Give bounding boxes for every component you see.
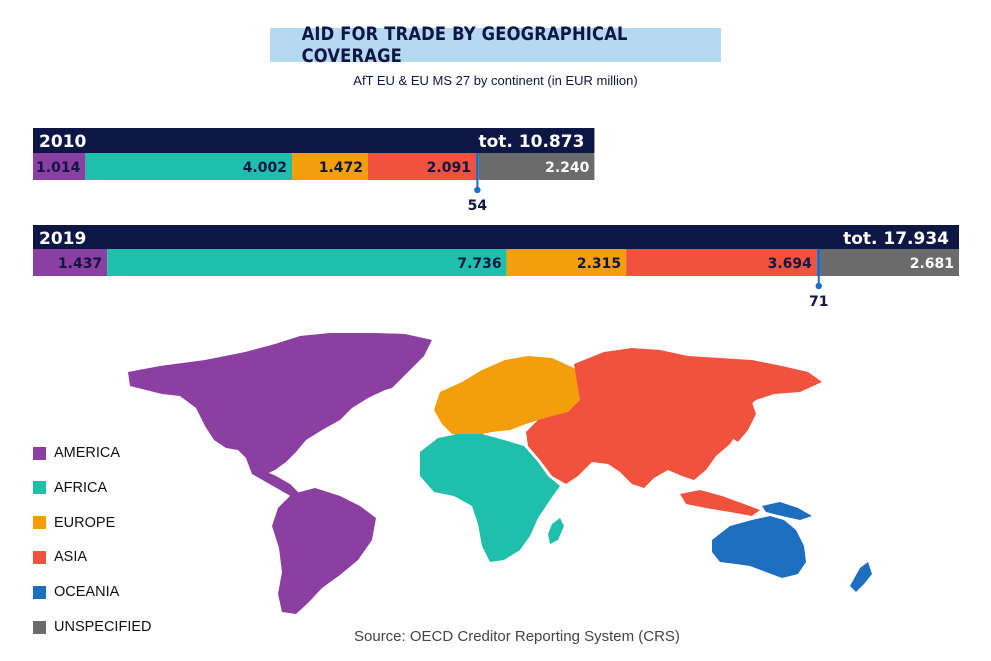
legend-swatch — [33, 481, 46, 495]
data-label-2010-oceania: 54 — [468, 198, 488, 214]
legend-swatch — [33, 446, 46, 460]
legend-item-africa: AFRICA — [33, 479, 107, 497]
title-box: AID FOR TRADE BY GEOGRAPHICAL COVERAGE — [270, 23, 721, 67]
legend-item-europe: EUROPE — [33, 514, 115, 532]
bar-segment-2010-america — [33, 153, 86, 180]
bar-segment-2019-europe — [506, 249, 627, 276]
legend-label: ASIA — [54, 549, 88, 566]
series-label-2010: 2010 — [39, 132, 86, 152]
bar-segment-2010-unspecified — [478, 153, 595, 180]
map-asia — [526, 348, 822, 488]
data-label-2010-europe: 1.472 — [319, 160, 363, 176]
legend-item-oceania: OCEANIA — [33, 583, 119, 601]
map-central-america — [246, 458, 300, 498]
data-label-2019-oceania: 71 — [809, 294, 828, 310]
chart-subtitle: AfT EU & EU MS 27 by continent (in EUR m… — [353, 73, 638, 88]
data-label-2019-america: 1.437 — [58, 256, 102, 272]
map-south-america — [272, 488, 376, 614]
data-label-2010-africa: 4.002 — [243, 160, 287, 176]
callout-dot-2019 — [815, 282, 822, 290]
map-se-asia-islands — [680, 490, 760, 516]
bar-segment-2019-unspecified — [820, 249, 959, 276]
bar-segment-2019-asia — [626, 249, 817, 276]
bar-segment-2010-africa — [85, 153, 292, 180]
legend-swatch — [33, 516, 46, 530]
legend-swatch — [33, 550, 46, 564]
bar-segment-2019-oceania — [816, 249, 821, 276]
data-label-2010-unspecified: 2.240 — [545, 160, 590, 176]
legend-swatch — [33, 620, 46, 634]
data-label-2019-unspecified: 2.681 — [910, 256, 954, 272]
bar-header-2010 — [33, 128, 595, 153]
callout-dot-2010 — [474, 186, 481, 194]
map-north-america — [128, 333, 428, 476]
map-greenland — [343, 333, 432, 392]
map-africa — [420, 434, 560, 562]
bar-segment-2010-oceania — [475, 153, 479, 180]
map-new-zealand — [850, 562, 872, 592]
bar-segment-2019-america — [33, 249, 108, 276]
legend-item-asia: ASIA — [33, 548, 87, 566]
legend-label: EUROPE — [54, 514, 116, 531]
data-label-2019-europe: 2.315 — [577, 256, 621, 272]
map-europe — [434, 356, 586, 436]
bar-header-2019 — [33, 225, 959, 250]
legend-label: OCEANIA — [54, 584, 120, 601]
bar-segment-2019-africa — [107, 249, 507, 276]
total-label-2010: tot. 10.873 — [478, 132, 584, 152]
data-label-2019-asia: 3.694 — [768, 256, 813, 272]
source-note: Source: OECD Creditor Reporting System (… — [354, 628, 680, 645]
legend-item-america: AMERICA — [33, 444, 120, 462]
legend-label: AFRICA — [54, 479, 108, 496]
bar-segment-2010-asia — [367, 153, 476, 180]
legend-swatch — [33, 585, 46, 599]
data-label-2019-africa: 7.736 — [457, 256, 501, 272]
total-label-2019: tot. 17.934 — [843, 229, 949, 249]
bar-segment-2010-europe — [291, 153, 368, 180]
legend-item-unspecified: UNSPECIFIED — [33, 618, 152, 636]
data-label-2010-asia: 2.091 — [427, 160, 471, 176]
chart-title: AID FOR TRADE BY GEOGRAPHICAL COVERAGE — [301, 23, 628, 67]
data-label-2010-america: 1.014 — [36, 160, 81, 176]
map-new-guinea — [762, 502, 812, 520]
map-japan — [732, 402, 756, 442]
map-australia — [712, 516, 806, 578]
series-label-2019: 2019 — [39, 229, 86, 249]
legend-label: UNSPECIFIED — [54, 619, 152, 635]
map-madagascar — [548, 518, 564, 544]
legend-label: AMERICA — [54, 445, 121, 461]
